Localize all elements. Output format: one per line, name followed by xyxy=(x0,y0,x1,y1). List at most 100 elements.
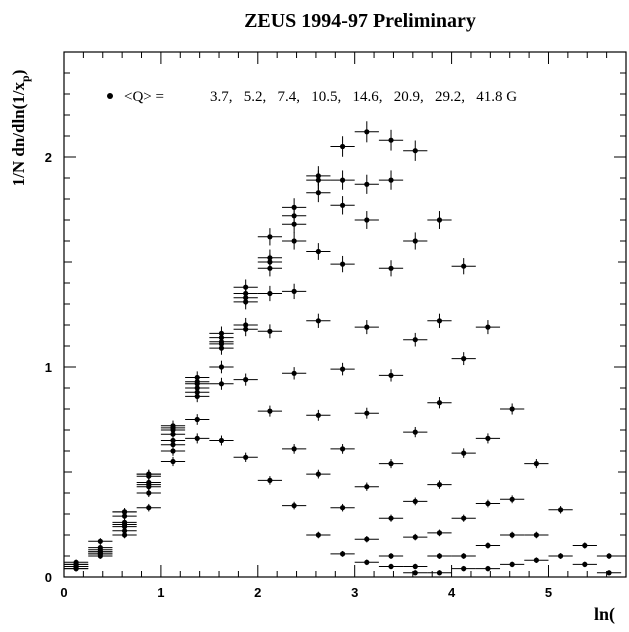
data-point xyxy=(596,570,622,576)
data-marker xyxy=(243,454,249,460)
y-axis-label-sub: p xyxy=(18,75,32,82)
y-axis-label-main: 1/N dn/dln(1/x xyxy=(9,81,28,186)
data-point xyxy=(330,550,355,557)
data-marker xyxy=(194,374,200,381)
data-marker xyxy=(339,446,346,452)
data-marker xyxy=(339,551,346,557)
data-marker xyxy=(97,538,103,544)
data-marker xyxy=(485,324,491,330)
data-point xyxy=(475,433,501,444)
data-marker xyxy=(388,137,394,143)
data-point xyxy=(403,426,428,438)
data-point xyxy=(257,228,283,246)
data-point xyxy=(524,531,549,539)
data-marker xyxy=(388,553,394,559)
data-point xyxy=(475,565,501,572)
data-point xyxy=(378,129,404,151)
data-point xyxy=(330,196,355,215)
chart-title: ZEUS 1994-97 Preliminary xyxy=(244,10,476,32)
data-point xyxy=(354,482,379,491)
data-point xyxy=(282,232,307,250)
data-point xyxy=(330,136,355,157)
data-marker xyxy=(218,381,225,387)
data-point xyxy=(500,403,525,415)
data-marker xyxy=(412,563,418,570)
data-marker xyxy=(218,330,225,336)
data-marker xyxy=(364,129,370,135)
data-point xyxy=(160,456,186,467)
data-point xyxy=(282,283,307,300)
data-marker xyxy=(436,530,443,536)
y-tick-label: 2 xyxy=(45,150,52,165)
data-point xyxy=(112,508,137,516)
data-point xyxy=(257,249,283,267)
data-marker xyxy=(364,181,370,187)
data-marker xyxy=(315,318,321,324)
data-marker xyxy=(582,542,588,549)
data-marker xyxy=(121,519,128,526)
data-point xyxy=(282,198,307,217)
axis-ticks xyxy=(63,51,627,578)
data-marker xyxy=(267,408,273,414)
data-marker xyxy=(509,496,515,502)
data-point xyxy=(330,503,355,512)
data-point xyxy=(548,506,573,514)
y-axis-label-close: ) xyxy=(9,70,28,76)
data-point xyxy=(524,459,549,469)
data-point xyxy=(306,409,331,421)
data-marker xyxy=(557,507,564,513)
data-point xyxy=(354,535,379,543)
data-marker xyxy=(267,234,273,240)
data-marker xyxy=(533,461,539,467)
series-2 xyxy=(64,373,452,576)
data-point xyxy=(209,326,234,341)
data-point xyxy=(330,170,355,190)
data-point xyxy=(233,373,258,386)
data-marker xyxy=(291,446,297,452)
data-marker xyxy=(509,532,515,538)
x-tick-label: 2 xyxy=(254,585,261,600)
data-point xyxy=(403,497,428,506)
data-point xyxy=(500,495,525,504)
data-point xyxy=(403,533,428,541)
data-marker xyxy=(412,148,418,154)
data-point xyxy=(136,488,161,498)
data-marker xyxy=(461,263,467,269)
x-tick-label: 1 xyxy=(157,585,164,600)
data-point xyxy=(500,561,525,568)
data-point xyxy=(354,174,379,194)
data-point xyxy=(378,553,404,559)
data-marker xyxy=(146,479,152,486)
data-point xyxy=(354,559,379,566)
data-point xyxy=(160,420,186,432)
data-marker xyxy=(461,553,467,559)
x-tick-labels: 0 1 2 3 4 5 xyxy=(60,585,552,600)
data-point xyxy=(378,369,404,382)
data-marker xyxy=(267,477,273,483)
data-marker xyxy=(461,450,467,456)
data-marker xyxy=(315,248,321,255)
data-marker xyxy=(388,372,394,378)
data-point xyxy=(403,332,428,347)
data-marker xyxy=(243,322,249,328)
data-point xyxy=(378,563,404,570)
data-point xyxy=(524,557,549,564)
data-point xyxy=(112,518,137,526)
y-axis-label: 1/N dn/dln(1/xp) xyxy=(9,70,32,187)
data-marker xyxy=(388,177,394,183)
data-point xyxy=(451,514,476,522)
data-marker xyxy=(218,437,225,444)
data-point xyxy=(306,469,331,479)
data-marker xyxy=(412,238,418,244)
data-marker xyxy=(485,500,491,507)
data-point xyxy=(403,140,428,161)
data-marker xyxy=(364,410,370,416)
data-marker xyxy=(170,448,176,454)
plot-frame xyxy=(63,51,627,578)
data-marker xyxy=(146,505,152,511)
data-marker xyxy=(388,265,394,271)
data-point xyxy=(451,565,476,572)
data-marker xyxy=(291,288,297,294)
data-point xyxy=(330,255,355,273)
data-marker xyxy=(243,377,249,383)
